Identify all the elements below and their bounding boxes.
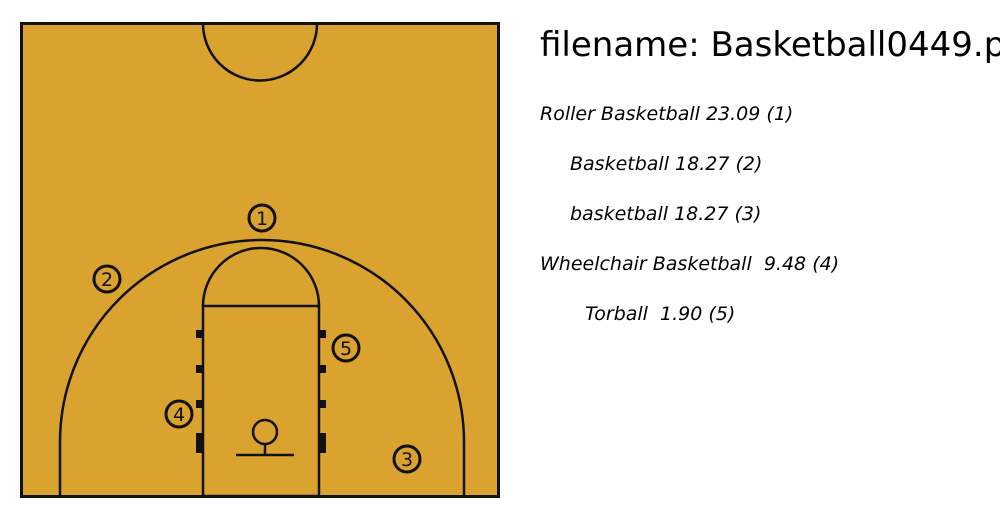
prediction-rank: (4) <box>812 253 840 275</box>
prediction-item: Wheelchair Basketball 9.48 (4) <box>540 252 839 276</box>
center-circle <box>201 23 319 82</box>
prediction-item: Basketball 18.27 (2) <box>570 152 762 176</box>
player-number: 3 <box>401 449 413 471</box>
three-point-arc <box>58 238 466 496</box>
prediction-rank: (2) <box>735 153 763 175</box>
filename-title: filename: Basketball0449.png <box>540 25 1000 65</box>
prediction-score: 23.09 <box>705 103 761 125</box>
prediction-label: basketball <box>570 203 669 225</box>
prediction-rank: (5) <box>708 303 736 325</box>
player-marker-5: 5 <box>331 333 361 363</box>
player-number: 1 <box>256 208 268 230</box>
prediction-label: Basketball <box>570 153 669 175</box>
court-diagram: 1 2 3 4 5 <box>20 22 500 498</box>
player-number: 4 <box>173 404 185 426</box>
prediction-item: basketball 18.27 (3) <box>570 202 761 226</box>
court-floor <box>20 22 500 498</box>
prediction-rank: (1) <box>766 103 794 125</box>
court-image: 1 2 3 4 5 <box>20 22 500 498</box>
prediction-item: Torball 1.90 (5) <box>585 302 735 326</box>
prediction-item: Roller Basketball 23.09 (1) <box>540 102 793 126</box>
prediction-rank: (3) <box>734 203 762 225</box>
player-number: 5 <box>340 338 352 360</box>
player-marker-3: 3 <box>392 444 422 474</box>
free-throw-circle <box>201 246 321 307</box>
prediction-score: 18.27 <box>674 203 729 225</box>
player-marker-4: 4 <box>164 399 194 429</box>
prediction-label: Roller Basketball <box>540 103 700 125</box>
prediction-label: Wheelchair Basketball <box>540 253 752 275</box>
lane-hash-marks <box>196 330 326 453</box>
prediction-label: Torball <box>585 303 648 325</box>
player-marker-2: 2 <box>92 264 122 294</box>
player-marker-1: 1 <box>247 203 277 233</box>
player-number: 2 <box>101 269 113 291</box>
prediction-score: 18.27 <box>675 153 730 175</box>
prediction-score: 9.48 <box>757 253 807 275</box>
prediction-score: 1.90 <box>654 303 703 325</box>
